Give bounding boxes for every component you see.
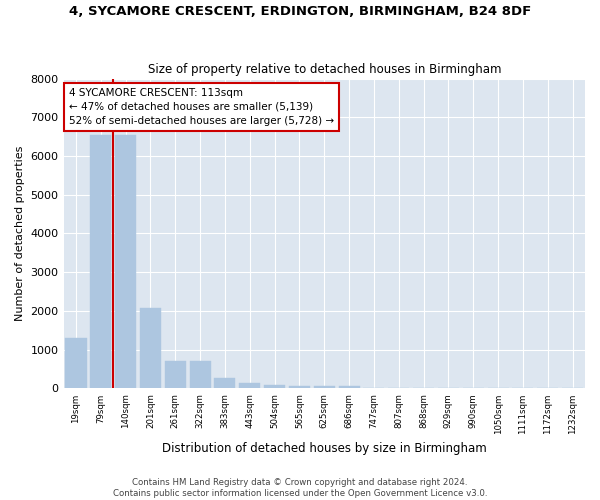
Bar [239,383,260,388]
Text: Contains HM Land Registry data © Crown copyright and database right 2024.
Contai: Contains HM Land Registry data © Crown c… [113,478,487,498]
Bar [190,362,211,388]
Bar [90,134,112,388]
Text: 4, SYCAMORE CRESCENT, ERDINGTON, BIRMINGHAM, B24 8DF: 4, SYCAMORE CRESCENT, ERDINGTON, BIRMING… [69,5,531,18]
X-axis label: Distribution of detached houses by size in Birmingham: Distribution of detached houses by size … [162,442,487,455]
Bar [165,362,186,388]
Y-axis label: Number of detached properties: Number of detached properties [15,146,25,321]
Bar [115,134,136,388]
Bar [140,308,161,388]
Bar [314,386,335,388]
Title: Size of property relative to detached houses in Birmingham: Size of property relative to detached ho… [148,63,501,76]
Bar [65,338,86,388]
Bar [289,386,310,388]
Bar [214,378,235,388]
Text: 4 SYCAMORE CRESCENT: 113sqm
← 47% of detached houses are smaller (5,139)
52% of : 4 SYCAMORE CRESCENT: 113sqm ← 47% of det… [69,88,334,126]
Bar [338,386,359,388]
Bar [264,385,285,388]
